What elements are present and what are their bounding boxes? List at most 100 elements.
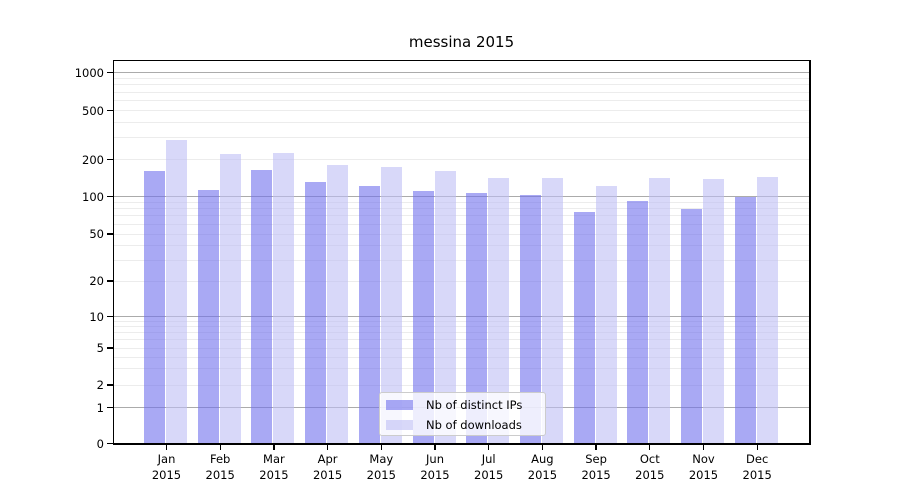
x-tick-label-line: Jul	[481, 452, 496, 466]
bar-downloads-sep-2015	[595, 185, 617, 444]
bar-downloads-apr-2015	[327, 164, 349, 444]
legend-label-distinct-ips: Nb of distinct IPs	[426, 398, 523, 412]
y-tick	[107, 443, 113, 445]
y-tick-label: 100	[82, 189, 104, 204]
y-tick-label: 0	[96, 436, 104, 451]
bar-downloads-jul-2015	[488, 178, 510, 444]
gridline-minor	[113, 223, 810, 225]
x-tick-label: Sep 2015	[566, 452, 626, 483]
x-tick	[165, 444, 168, 450]
x-tick-label: Apr 2015	[298, 452, 358, 483]
x-tick-label-line: 2015	[688, 467, 719, 482]
x-tick	[434, 444, 436, 450]
gridline-major	[113, 316, 810, 318]
y-tick	[107, 233, 113, 235]
y-tick	[107, 110, 113, 112]
gridline-minor	[113, 137, 810, 139]
x-tick-label-line: Oct	[639, 452, 660, 466]
bar-distinct-ips-mar-2015	[251, 170, 273, 444]
bar-distinct-ips-jun-2015	[412, 190, 434, 444]
bar-downloads-oct-2015	[649, 178, 671, 444]
spine-left	[112, 59, 114, 445]
y-tick-label: 200	[82, 152, 104, 167]
bar-downloads-may-2015	[380, 166, 402, 444]
gridline-minor	[113, 244, 810, 246]
y-tick-label: 2	[96, 378, 104, 392]
y-tick	[107, 195, 113, 198]
x-tick-label-line: Dec	[746, 452, 769, 466]
x-tick-label: Mar 2015	[244, 452, 304, 483]
legend: Nb of distinct IPs Nb of downloads	[379, 392, 546, 436]
x-tick-label-line: 2015	[366, 467, 396, 482]
bar-downloads-dec-2015	[756, 177, 778, 444]
x-tick-label-line: 2015	[151, 467, 182, 482]
bar-distinct-ips-oct-2015	[627, 201, 649, 444]
bar-downloads-jun-2015	[434, 170, 456, 444]
legend-label-downloads: Nb of downloads	[426, 418, 522, 432]
x-tick-label-line: 2015	[527, 467, 558, 482]
gridline-minor	[113, 332, 810, 334]
y-tick-label: 500	[82, 103, 104, 118]
bar-downloads-feb-2015	[219, 154, 241, 444]
bar-distinct-ips-jul-2015	[466, 192, 488, 444]
x-tick	[380, 444, 382, 450]
legend-swatch-downloads	[386, 419, 413, 431]
gridline-minor	[113, 368, 810, 370]
spine-right	[809, 59, 811, 445]
x-tick	[595, 444, 597, 450]
x-tick-label: Aug 2015	[512, 452, 572, 483]
x-tick	[326, 444, 329, 450]
x-tick-label-line: 2015	[312, 467, 343, 482]
gridline-minor	[113, 280, 810, 282]
y-tick-label: 1000	[74, 65, 104, 80]
x-tick-label-line: Nov	[692, 452, 715, 466]
bar-downloads-jan-2015	[166, 139, 187, 444]
bar-distinct-ips-may-2015	[358, 185, 380, 444]
x-tick	[649, 444, 651, 450]
x-tick-label-line: 2015	[420, 467, 450, 482]
y-tick	[107, 72, 113, 74]
bar-distinct-ips-feb-2015	[197, 189, 219, 444]
x-tick-label-line: Apr	[317, 452, 338, 466]
gridline-minor	[113, 122, 810, 124]
legend-item-downloads: Nb of downloads	[380, 417, 545, 433]
x-tick-label-line: Mar	[263, 452, 285, 466]
x-tick-label: Nov 2015	[674, 452, 734, 483]
x-tick-label-line: 2015	[259, 467, 289, 482]
gridline-minor	[113, 259, 810, 261]
x-tick	[219, 444, 221, 450]
x-tick-label-line: 2015	[581, 467, 611, 482]
legend-swatch-distinct-ips	[386, 399, 413, 411]
bar-distinct-ips-apr-2015	[305, 181, 327, 444]
gridline-minor	[113, 100, 810, 102]
bar-distinct-ips-aug-2015	[519, 194, 541, 444]
x-tick-label-line: 2015	[742, 467, 772, 482]
bar-distinct-ips-jan-2015	[144, 171, 165, 444]
bar-downloads-mar-2015	[273, 153, 295, 444]
y-tick	[107, 384, 113, 386]
x-tick-label: Oct 2015	[620, 452, 680, 483]
gridline-minor	[113, 339, 810, 341]
gridline-minor	[113, 233, 810, 235]
bar-downloads-nov-2015	[703, 179, 724, 444]
y-tick	[107, 316, 113, 318]
x-tick-label: Jul 2015	[459, 452, 519, 483]
x-tick-label-line: 2015	[635, 467, 665, 482]
gridline-minor	[113, 215, 810, 217]
x-tick-label-line: Jan	[157, 452, 176, 466]
gridline-minor	[113, 384, 810, 386]
x-tick-label-line: May	[369, 452, 394, 466]
x-tick	[756, 444, 758, 450]
bar-distinct-ips-sep-2015	[573, 212, 595, 444]
gridline-minor	[113, 110, 810, 112]
gridline-major	[113, 72, 810, 74]
x-tick-label-line: Feb	[210, 452, 231, 466]
gridline-minor	[113, 326, 810, 328]
gridline-minor	[113, 356, 810, 358]
bar-distinct-ips-dec-2015	[734, 197, 756, 444]
gridline-minor	[113, 77, 810, 79]
gridline-minor	[113, 91, 810, 93]
gridline-minor	[113, 347, 810, 349]
gridline-major	[113, 195, 810, 197]
